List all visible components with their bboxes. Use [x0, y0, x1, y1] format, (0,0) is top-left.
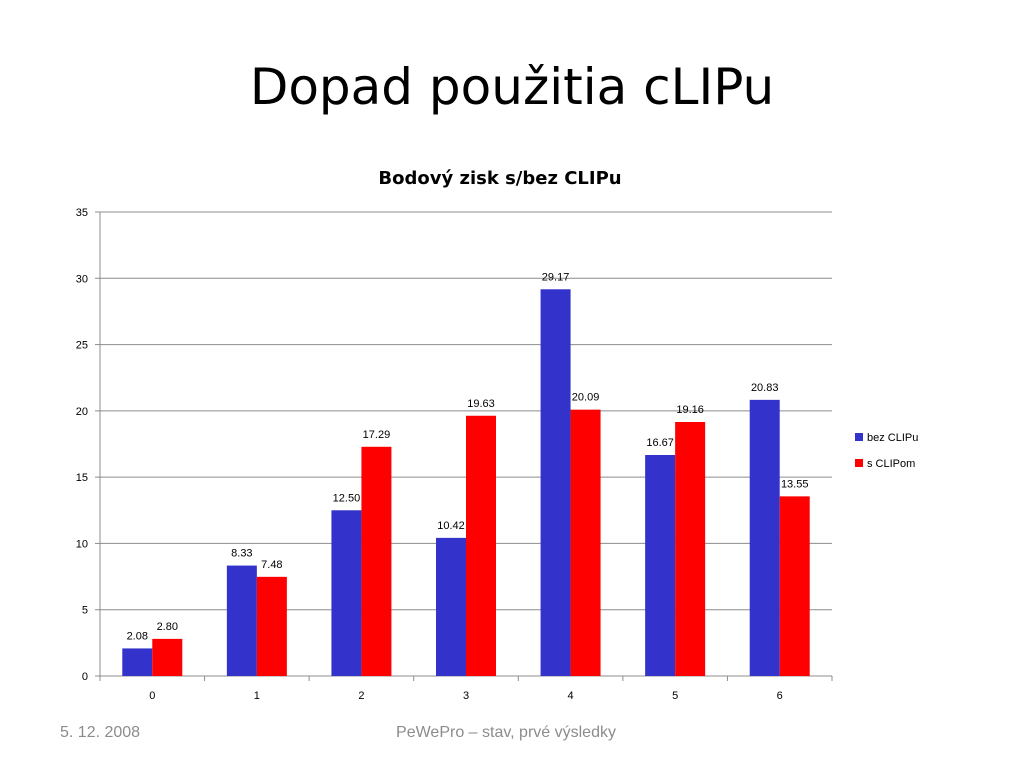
data-label: 20.09	[572, 392, 600, 404]
legend-swatch	[855, 433, 863, 441]
legend-label: s CLIPom	[867, 458, 915, 470]
footer-caption: PeWePro – stav, prvé výsledky	[396, 724, 616, 741]
y-tick-label: 5	[82, 605, 88, 617]
legend-swatch	[855, 459, 863, 467]
data-label: 2.80	[157, 621, 178, 633]
data-label: 17.29	[363, 429, 391, 441]
bar-s-clipom	[570, 409, 601, 676]
data-label: 2.08	[127, 630, 148, 642]
data-label: 10.42	[437, 520, 465, 532]
y-tick-label: 25	[76, 340, 88, 352]
data-label: 20.83	[751, 382, 779, 394]
x-tick-label: 2	[358, 690, 364, 702]
y-tick-label: 0	[82, 671, 88, 683]
chart-title: Bodový zisk s/bez CLIPu	[378, 168, 622, 189]
bar-bez-clipu	[331, 510, 362, 676]
y-tick-label: 30	[76, 273, 88, 285]
y-tick-label: 15	[76, 472, 88, 484]
footer-date: 5. 12. 2008	[60, 724, 141, 741]
x-tick-label: 6	[777, 690, 783, 702]
bar-s-clipom	[256, 576, 287, 676]
bar-s-clipom	[361, 446, 392, 676]
data-label: 19.16	[676, 404, 704, 416]
y-tick-label: 35	[76, 207, 88, 219]
data-label: 13.55	[781, 478, 809, 490]
bar-s-clipom	[152, 638, 183, 676]
y-tick-label: 20	[76, 406, 88, 418]
data-label: 8.33	[231, 548, 252, 560]
x-tick-label: 4	[568, 690, 574, 702]
data-label: 12.50	[333, 492, 361, 504]
bar-bez-clipu	[122, 648, 153, 676]
bar-s-clipom	[675, 421, 706, 676]
bar-bez-clipu	[749, 399, 780, 676]
legend-label: bez CLIPu	[867, 432, 918, 444]
data-label: 16.67	[646, 437, 674, 449]
bar-s-clipom	[779, 496, 810, 676]
x-tick-label: 0	[149, 690, 155, 702]
bar-bez-clipu	[436, 537, 466, 676]
data-label: 19.63	[467, 398, 495, 410]
bar-s-clipom	[466, 415, 496, 676]
slide-title: Dopad použitia cLIPu	[249, 58, 775, 116]
x-tick-label: 5	[672, 690, 678, 702]
bar-bez-clipu	[540, 289, 571, 676]
x-tick-label: 1	[254, 690, 260, 702]
bar-bez-clipu	[226, 565, 257, 676]
data-label: 29.17	[542, 271, 570, 283]
y-tick-label: 10	[76, 538, 88, 550]
data-label: 7.48	[261, 559, 282, 571]
x-tick-label: 3	[463, 690, 469, 702]
bar-bez-clipu	[645, 455, 676, 676]
